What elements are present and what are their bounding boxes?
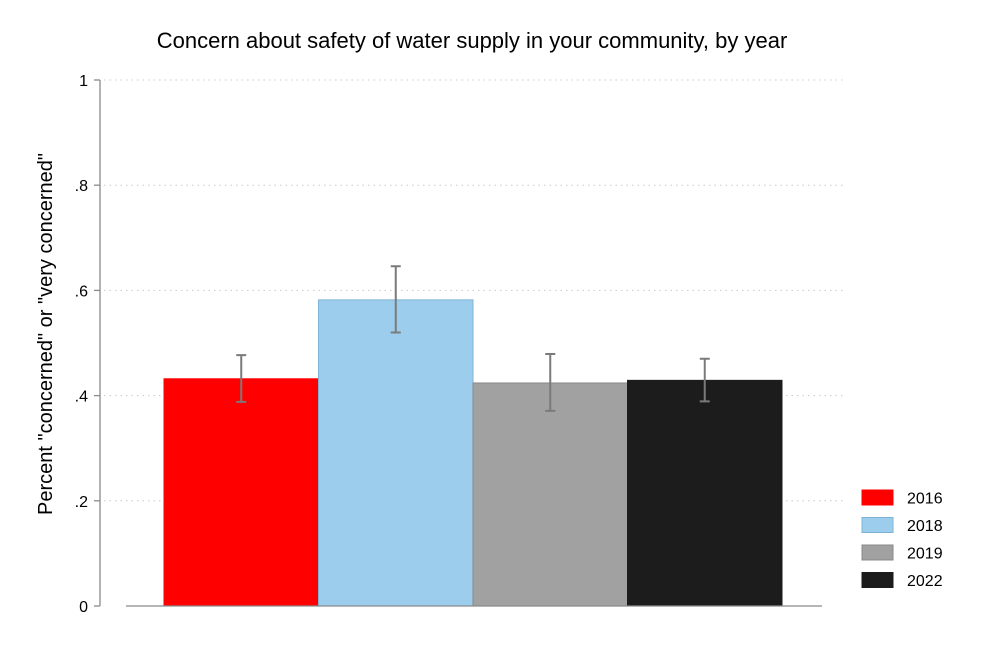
legend-swatch-2019 [861,544,894,561]
y-tick-label: 0 [79,599,88,616]
error-bars [236,265,710,412]
y-tick-label: .6 [75,283,88,300]
legend-label-2022: 2022 [907,573,943,590]
bar-2016 [163,378,319,607]
chart-title: Concern about safety of water supply in … [157,28,788,53]
legend-label-2016: 2016 [907,491,943,508]
y-axis: 0 .2 .4 .6 .8 1 [75,73,101,616]
y-axis-label: Percent "concerned" or "very concerned" [35,153,57,515]
y-tick-label: 1 [79,73,88,90]
legend: 2016 2018 2019 2022 [861,489,943,590]
y-tick-label: .8 [75,178,88,195]
y-tick-label: .4 [75,389,88,406]
bars [163,299,783,607]
error-bar-2022 [699,357,710,403]
legend-swatch-2016 [861,489,894,506]
error-bar-2019 [545,353,556,412]
legend-swatch-2022 [861,572,894,588]
bar-2022 [627,379,783,607]
legend-label-2018: 2018 [907,518,943,535]
legend-label-2019: 2019 [907,546,943,563]
error-bar-2016 [236,354,247,403]
error-bar-2018 [390,265,401,334]
legend-swatch-2018 [861,517,894,533]
bar-2018 [318,299,474,607]
y-tick-label: .2 [75,494,88,511]
bar-2019 [472,382,628,607]
